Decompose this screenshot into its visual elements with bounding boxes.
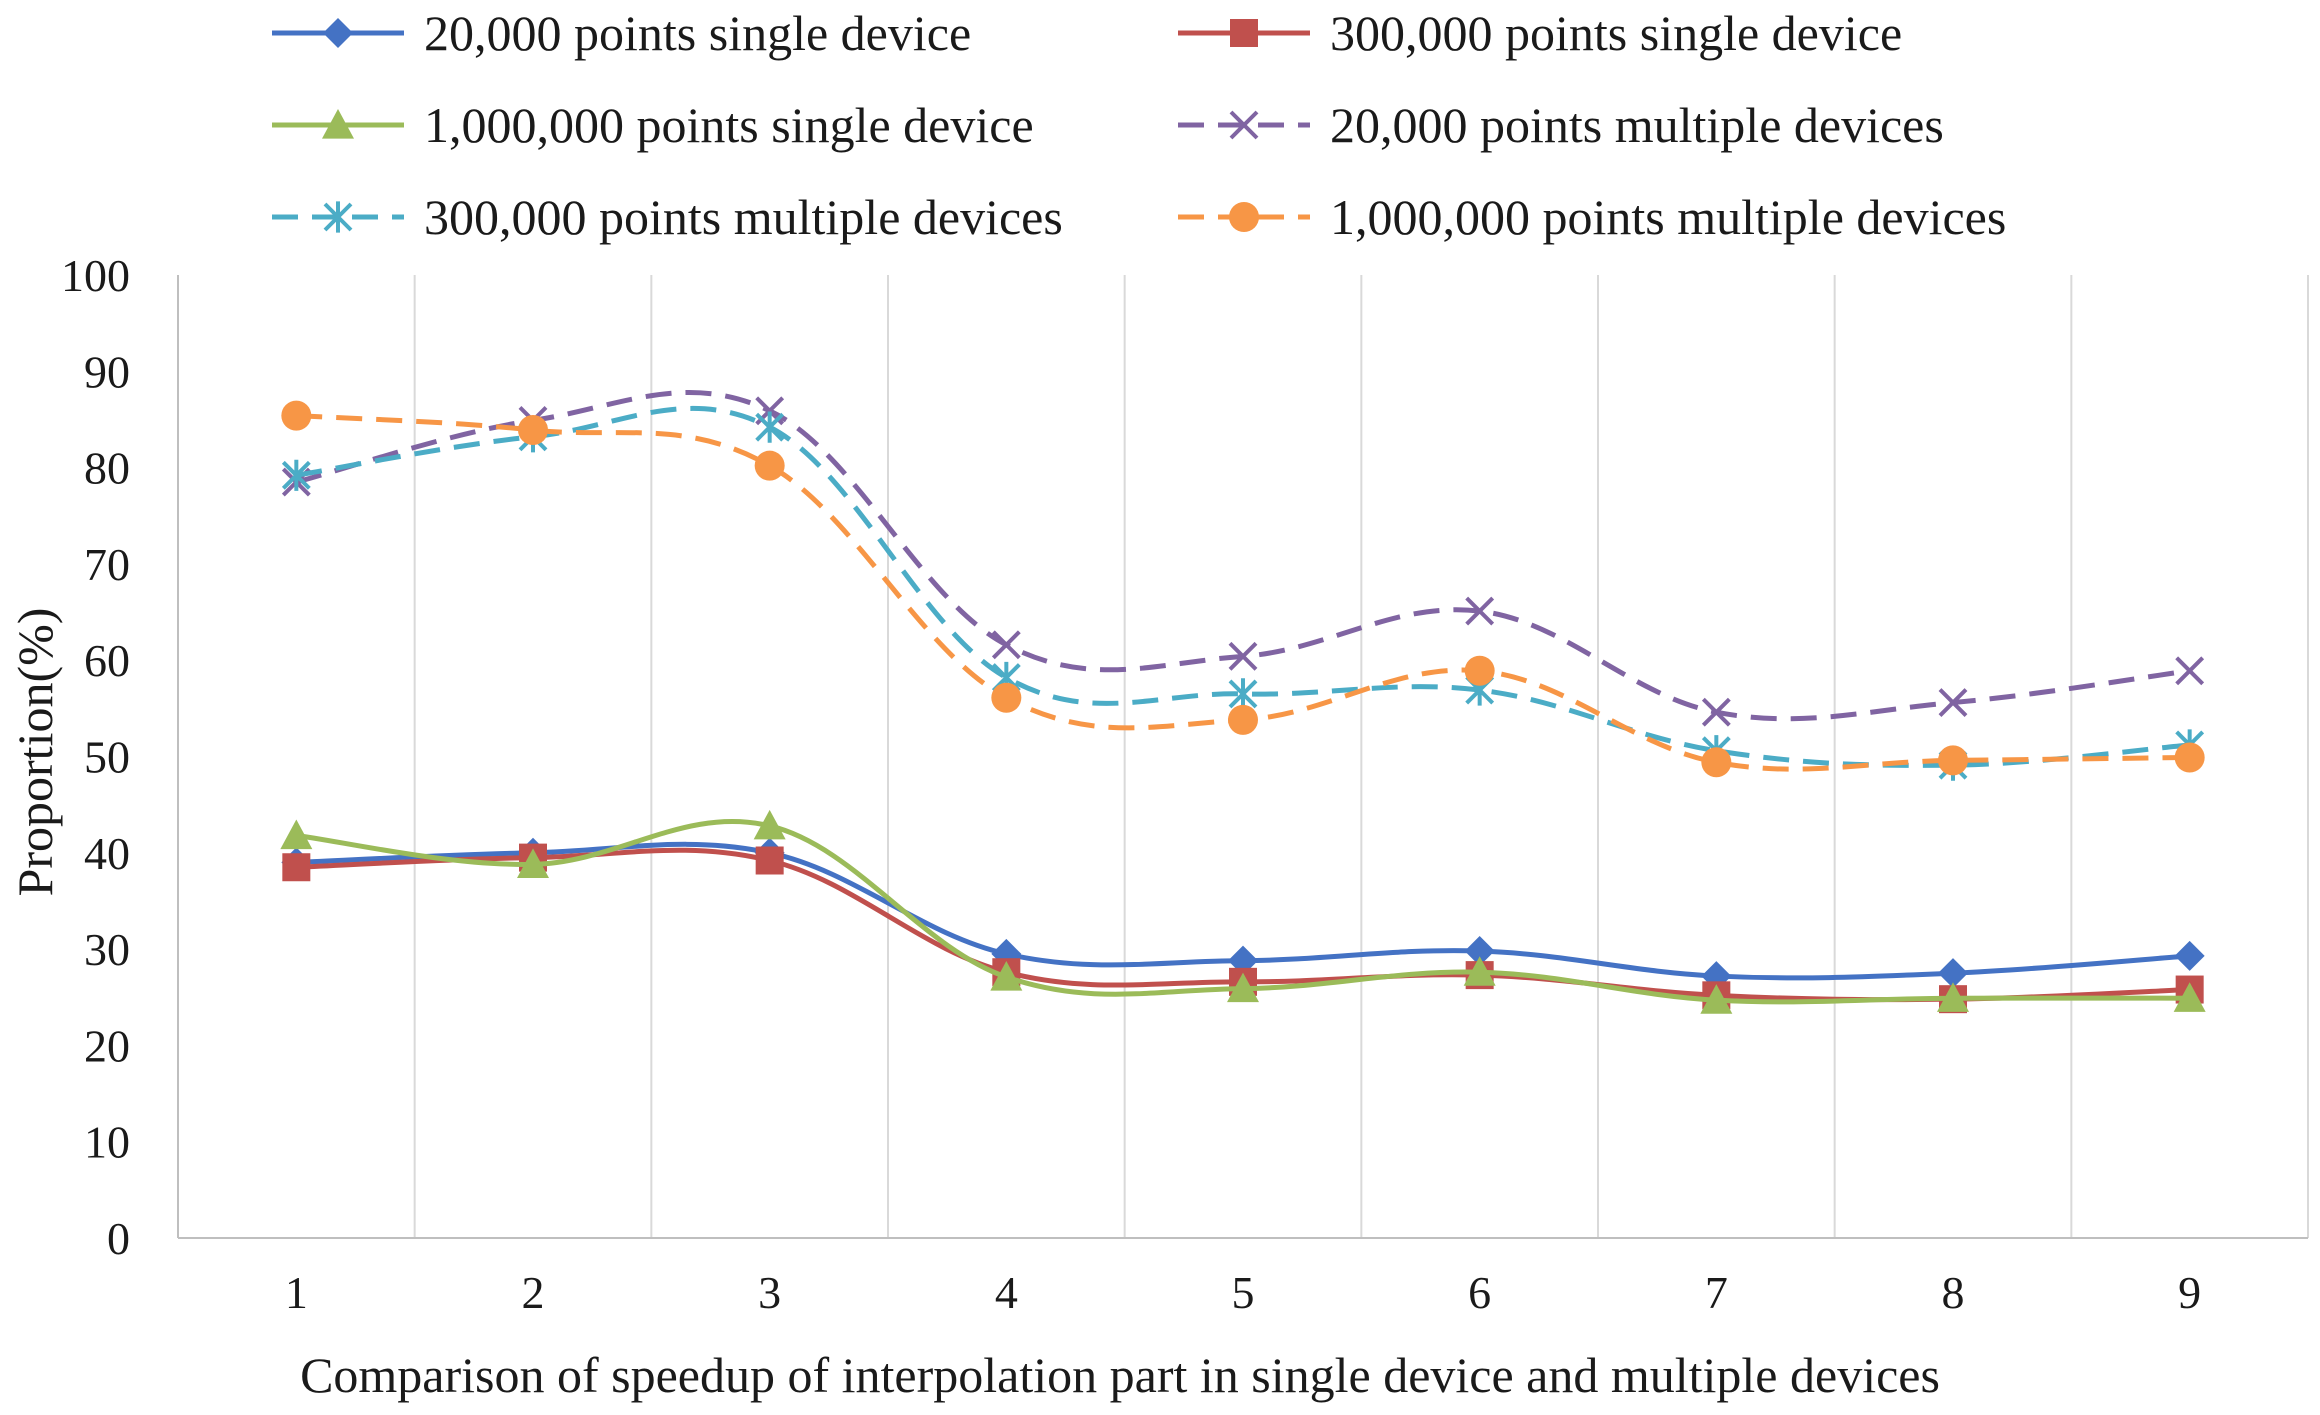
y-tick-label: 60	[84, 635, 130, 686]
data-point	[990, 961, 1023, 991]
data-point	[1227, 972, 1259, 1003]
series-line	[295, 390, 2191, 722]
legend-label: 300,000 points single device	[1330, 5, 1902, 61]
data-point	[2174, 940, 2205, 971]
x-tick-label: 4	[995, 1267, 1018, 1318]
data-point	[991, 682, 1022, 713]
data-point	[1937, 982, 1969, 1012]
data-point	[1464, 936, 1495, 967]
data-point	[281, 459, 311, 491]
legend: 20,000 points single device 300,000 point…	[272, 5, 2006, 245]
data-point	[2175, 656, 2205, 686]
y-tick-label: 30	[84, 924, 130, 975]
legend-marker	[323, 201, 353, 233]
data-point	[755, 411, 785, 443]
data-point	[281, 400, 312, 431]
series-6	[281, 400, 2205, 778]
data-point	[1463, 956, 1496, 986]
x-axis-title: Comparison of speedup of interpolation p…	[300, 1347, 1940, 1403]
legend-marker	[323, 18, 353, 48]
legend-label: 300,000 points multiple devices	[424, 189, 1063, 245]
data-point	[1701, 747, 1732, 778]
y-tick-label: 100	[61, 250, 130, 301]
legend-label: 20,000 points single device	[424, 5, 971, 61]
legend-item: 1,000,000 points multiple devices	[1178, 189, 2006, 245]
y-tick-label: 80	[84, 443, 130, 494]
data-point	[1228, 678, 1258, 710]
data-point	[2173, 982, 2206, 1012]
x-tick-label: 9	[2178, 1267, 2201, 1318]
y-tick-label: 40	[84, 828, 130, 879]
x-tick-label: 8	[1942, 1267, 1965, 1318]
legend-label: 1,000,000 points multiple devices	[1330, 189, 2006, 245]
data-point	[1465, 596, 1495, 626]
x-tick-label: 1	[285, 1267, 308, 1318]
y-axis-title: Proportion(%)	[7, 608, 63, 897]
series-4	[281, 390, 2205, 727]
data-point	[754, 450, 785, 481]
y-tick-label: 50	[84, 732, 130, 783]
series-3	[280, 809, 2206, 1014]
x-tick-label: 3	[758, 1267, 781, 1318]
data-point	[1228, 704, 1258, 735]
data-point	[755, 846, 784, 875]
legend-label: 1,000,000 points single device	[424, 97, 1034, 153]
data-point	[2174, 742, 2205, 773]
y-tick-label: 10	[84, 1117, 130, 1168]
data-point	[1938, 688, 1968, 717]
legend-item: 20,000 points single device	[272, 5, 971, 61]
y-tick-label: 20	[84, 1020, 130, 1071]
legend-item: 300,000 points single device	[1178, 5, 1902, 61]
legend-marker	[1229, 202, 1259, 232]
legend-item: 1,000,000 points single device	[272, 97, 1034, 153]
x-tick-label: 6	[1468, 1267, 1491, 1318]
data-point	[280, 819, 313, 850]
data-point	[1228, 641, 1258, 671]
data-point	[517, 848, 549, 878]
data-point	[1938, 745, 1968, 776]
legend-label: 20,000 points multiple devices	[1330, 97, 1944, 153]
legend-marker	[322, 109, 354, 139]
data-point	[1701, 697, 1731, 727]
y-tick-label: 70	[84, 539, 130, 590]
legend-marker	[1229, 110, 1259, 140]
y-tick-label: 0	[107, 1213, 130, 1264]
data-point	[1700, 984, 1733, 1014]
legend-item: 20,000 points multiple devices	[1178, 97, 1944, 153]
x-tick-label: 5	[1232, 1267, 1255, 1318]
data-point	[991, 630, 1021, 660]
legend-marker	[1230, 19, 1258, 47]
x-tick-label: 2	[522, 1267, 545, 1318]
data-point	[1464, 655, 1495, 686]
data-point	[753, 809, 786, 840]
data-point	[282, 853, 311, 882]
data-point	[1938, 958, 1968, 989]
y-tick-label: 90	[84, 346, 130, 397]
x-tick-label: 7	[1705, 1267, 1728, 1318]
legend-item: 300,000 points multiple devices	[272, 189, 1063, 245]
data-point	[518, 415, 548, 446]
plot-area: 0 10 20 30 40 50 60 70 80 90 100 1 2 3 4 5 6 7 8 9	[61, 250, 2309, 1318]
